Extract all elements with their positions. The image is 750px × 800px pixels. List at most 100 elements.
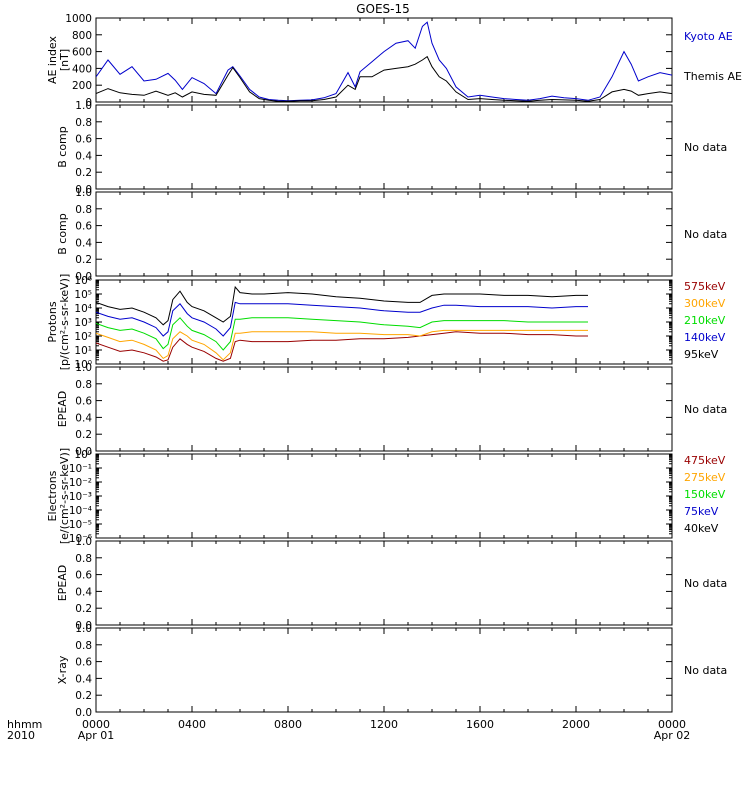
legend-entry: 575keV	[684, 280, 726, 293]
y-tick-label: 1.0	[75, 100, 92, 112]
y-tick-label: 10⁻⁵	[69, 519, 92, 531]
panel-7: 0.0 0.2 0.4 0.6 0.8 1.0 EPEAD No data	[56, 536, 727, 632]
y-tick-label: 10⁻⁴	[69, 505, 92, 517]
y-tick-label: 0.8	[75, 379, 92, 391]
y-tick-label: 0.2	[75, 429, 92, 441]
legend-entry: 95keV	[684, 348, 719, 361]
panel-frame	[95, 453, 673, 539]
legend-entry: 210keV	[684, 314, 726, 327]
panel-3: 0.0 0.2 0.4 0.6 0.8 1.0 B comp No data	[56, 187, 727, 283]
legend-entry: 40keV	[684, 522, 719, 535]
y-tick-label: 10²	[74, 331, 92, 343]
y-tick-label: 0.2	[75, 603, 92, 615]
time-axis-prefix-bottom: 2010	[7, 729, 35, 742]
y-tick-label: 0.0	[75, 271, 92, 283]
panel-8: 0.0 0.2 0.4 0.6 0.8 1.0 X-ray No data	[56, 623, 727, 719]
time-axis-prefix-top: hhmm	[7, 718, 42, 731]
y-tick-label: 0.6	[75, 657, 92, 669]
y-axis-label: [nT]	[58, 49, 71, 71]
legend-entry: 300keV	[684, 297, 726, 310]
legend-entry: Kyoto AE	[684, 30, 733, 43]
no-data-label: No data	[684, 141, 727, 154]
y-tick-label: 1.0	[75, 536, 92, 548]
y-tick-label: 1000	[65, 13, 92, 25]
panel-frame	[95, 366, 673, 452]
legend-entry: 475keV	[684, 454, 726, 467]
panel-5: 0.0 0.2 0.4 0.6 0.8 1.0 EPEAD No data	[56, 362, 727, 458]
series-line-575kev	[96, 331, 588, 362]
y-tick-label: 0.0	[75, 446, 92, 458]
y-axis-label: [e/(cm²-s-sr-keV)]	[58, 448, 71, 544]
panel-4: 10⁰ 10¹ 10² 10³ 10⁴ 10⁵ 10⁶ Protons [p/(cm²-s-sr…	[46, 274, 726, 371]
series-line-themis-ae	[96, 55, 672, 102]
x-date-label: Apr 02	[654, 729, 691, 742]
x-tick-label: 0400	[178, 718, 206, 731]
y-tick-label: 0.4	[75, 237, 92, 249]
x-tick-label: 0000	[658, 718, 686, 731]
panels: 0 200 400 600 800 1000 AE index [nT] Kyoto AE The…	[46, 13, 742, 719]
x-tick-label: 1600	[466, 718, 494, 731]
y-tick-label: 0.6	[75, 134, 92, 146]
y-tick-label: 0.0	[75, 184, 92, 196]
y-tick-label: 10¹	[74, 345, 92, 357]
y-tick-label: 0.0	[75, 620, 92, 632]
y-tick-label: 200	[72, 80, 92, 92]
y-axis-label: Protons	[46, 301, 59, 342]
y-tick-label: 0.2	[75, 690, 92, 702]
panel-2: 0.0 0.2 0.4 0.6 0.8 1.0 B comp No data	[56, 100, 727, 196]
y-axis-label: X-ray	[56, 655, 69, 684]
y-tick-label: 0.6	[75, 570, 92, 582]
no-data-label: No data	[684, 403, 727, 416]
y-tick-label: 1.0	[75, 623, 92, 635]
y-axis-label: EPEAD	[56, 391, 69, 428]
y-tick-label: 10³	[74, 317, 92, 329]
y-tick-label: 0.0	[75, 707, 92, 719]
x-tick-label: 0000	[82, 718, 110, 731]
y-tick-label: 10⁻³	[69, 491, 92, 503]
y-axis-label: [p/(cm²-s-sr-keV)]	[58, 274, 71, 371]
y-tick-label: 10⁰	[74, 449, 92, 461]
y-tick-label: 0	[85, 97, 92, 109]
x-tick-label: 0800	[274, 718, 302, 731]
legend-entry: 140keV	[684, 331, 726, 344]
y-tick-label: 800	[72, 30, 92, 42]
y-tick-label: 400	[72, 63, 92, 75]
y-axis-label: AE index	[46, 35, 59, 84]
y-tick-label: 0.8	[75, 553, 92, 565]
legend-entry: 150keV	[684, 488, 726, 501]
panel-frame	[95, 540, 673, 626]
series-line-95kev	[96, 285, 588, 326]
y-tick-label: 1.0	[75, 362, 92, 374]
x-tick-label: 2000	[562, 718, 590, 731]
y-axis-label: EPEAD	[56, 565, 69, 602]
y-tick-label: 0.2	[75, 254, 92, 266]
legend-entry: Themis AE	[683, 70, 742, 83]
y-tick-label: 1.0	[75, 187, 92, 199]
panel-frame	[95, 191, 673, 277]
y-tick-label: 0.4	[75, 412, 92, 424]
x-tick-label: 1200	[370, 718, 398, 731]
panel-1: 0 200 400 600 800 1000 AE index [nT] Kyoto AE The…	[46, 13, 742, 109]
y-tick-label: 600	[72, 47, 92, 59]
panel-6: 10⁻⁶ 10⁻⁵ 10⁻⁴ 10⁻³ 10⁻² 10⁻¹ 10⁰ Electrons [e/(…	[46, 448, 726, 545]
series-line-300kev	[96, 329, 588, 361]
no-data-label: No data	[684, 228, 727, 241]
y-tick-label: 10⁻²	[69, 477, 92, 489]
legend-entry: 275keV	[684, 471, 726, 484]
y-axis-label: Electrons	[46, 470, 59, 521]
series-line-kyoto-ae	[96, 21, 672, 102]
no-data-label: No data	[684, 664, 727, 677]
y-axis-label: B comp	[56, 126, 69, 168]
panel-frame	[95, 627, 673, 713]
y-tick-label: 10⁻¹	[69, 463, 92, 475]
y-tick-label: 10⁰	[74, 359, 92, 371]
figure-title: GOES-15	[356, 2, 410, 16]
y-tick-label: 0.4	[75, 586, 92, 598]
y-tick-label: 0.8	[75, 204, 92, 216]
x-date-label: Apr 01	[78, 729, 115, 742]
series-line-210kev	[96, 317, 588, 351]
y-tick-label: 0.8	[75, 640, 92, 652]
y-tick-label: 0.6	[75, 221, 92, 233]
